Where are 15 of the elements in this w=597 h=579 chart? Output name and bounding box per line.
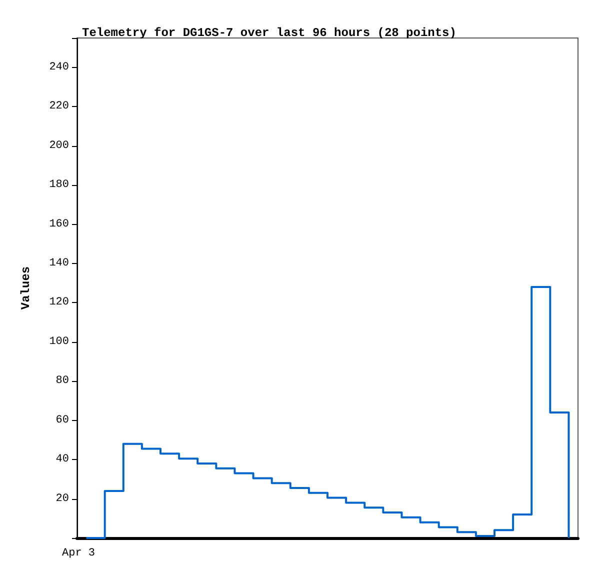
y-axis-title: Values — [19, 266, 33, 310]
y-tick-label: 200 — [49, 140, 69, 152]
text: Apr 3 — [62, 548, 96, 560]
chart-title: Telemetry for DG1GS-7 over last 96 hours (28 points) — [82, 26, 456, 40]
y-tick-label: 120 — [49, 296, 69, 309]
y-tick-label: 60 — [56, 414, 69, 426]
y-tick-label: 220 — [49, 100, 69, 113]
y-tick-label: 160 — [49, 218, 69, 230]
y-tick-label: 20 — [56, 492, 69, 505]
y-tick-label: 40 — [56, 454, 69, 466]
y-tick-label: 240 — [49, 61, 69, 74]
y-tick-label: 140 — [49, 257, 69, 270]
y-tick-label: 180 — [49, 179, 69, 192]
y-tick-label: 100 — [49, 336, 69, 348]
y-tick-label: 80 — [56, 375, 69, 388]
